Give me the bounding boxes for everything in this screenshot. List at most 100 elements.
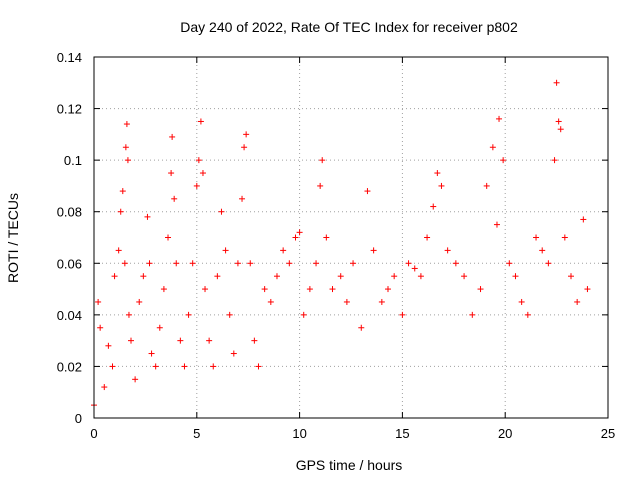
data-point — [405, 260, 412, 267]
data-point — [323, 234, 330, 241]
data-point — [489, 144, 496, 151]
data-point — [555, 118, 562, 125]
x-axis-label: GPS time / hours — [296, 457, 403, 473]
data-point — [551, 157, 558, 164]
data-point — [109, 363, 116, 370]
data-point — [105, 342, 112, 349]
data-point — [434, 170, 441, 177]
data-point — [177, 337, 184, 344]
data-point — [280, 247, 287, 254]
data-point — [506, 260, 513, 267]
data-point — [101, 384, 108, 391]
data-point — [122, 144, 129, 151]
data-point — [210, 363, 217, 370]
data-point — [125, 311, 132, 318]
data-point — [165, 234, 172, 241]
y-tick-label: 0.14 — [57, 50, 82, 65]
data-point — [146, 260, 153, 267]
data-point — [539, 247, 546, 254]
data-point — [512, 273, 519, 280]
data-point — [132, 376, 139, 383]
data-point — [144, 213, 151, 220]
x-tick-label: 20 — [498, 426, 512, 441]
data-point — [545, 260, 552, 267]
data-point — [292, 234, 299, 241]
data-point — [255, 363, 262, 370]
data-point — [189, 260, 196, 267]
data-point — [156, 324, 163, 331]
data-point — [574, 298, 581, 305]
data-point — [128, 337, 135, 344]
data-point — [399, 311, 406, 318]
data-point — [584, 286, 591, 293]
data-point — [313, 260, 320, 267]
data-point — [148, 350, 155, 357]
data-point — [206, 337, 213, 344]
data-point — [385, 286, 392, 293]
data-point — [364, 188, 371, 195]
data-point — [378, 298, 385, 305]
x-tick-label: 15 — [395, 426, 409, 441]
data-point — [261, 286, 268, 293]
data-point — [111, 273, 118, 280]
data-point — [444, 247, 451, 254]
data-point — [317, 182, 324, 189]
data-point — [95, 298, 102, 305]
data-point — [121, 260, 128, 267]
x-tick-label: 0 — [90, 426, 97, 441]
data-point — [214, 273, 221, 280]
data-point — [234, 260, 241, 267]
data-point — [496, 115, 503, 122]
data-point — [202, 286, 209, 293]
data-point — [483, 182, 490, 189]
data-point — [251, 337, 258, 344]
y-tick-label: 0.06 — [57, 256, 82, 271]
data-point — [300, 311, 307, 318]
data-point — [306, 286, 313, 293]
data-point — [169, 133, 176, 140]
data-point — [160, 286, 167, 293]
y-tick-label: 0 — [75, 411, 82, 426]
data-point — [115, 247, 122, 254]
data-point — [197, 118, 204, 125]
data-point — [181, 363, 188, 370]
data-point — [557, 126, 564, 133]
chart-title: Day 240 of 2022, Rate Of TEC Index for r… — [180, 19, 518, 35]
data-point — [424, 234, 431, 241]
data-point — [561, 234, 568, 241]
y-tick-label: 0.02 — [57, 359, 82, 374]
data-point — [267, 298, 274, 305]
axes: 0 5 10 15 20 25 0 0.02 0.04 0.06 0.08 0.1 0.12 0.14 — [57, 50, 616, 441]
data-point — [239, 195, 246, 202]
y-tick-label: 0.08 — [57, 205, 82, 220]
data-point — [218, 208, 225, 215]
x-tick-label: 10 — [292, 426, 306, 441]
data-point — [140, 273, 147, 280]
data-point — [500, 157, 507, 164]
data-point — [193, 182, 200, 189]
data-point — [319, 157, 326, 164]
data-point — [337, 273, 344, 280]
data-point — [452, 260, 459, 267]
data-point — [273, 273, 280, 280]
data-point — [247, 260, 254, 267]
data-point — [241, 144, 248, 151]
data-point — [518, 298, 525, 305]
data-point — [567, 273, 574, 280]
data-point — [553, 79, 560, 86]
data-point — [123, 121, 130, 128]
data-point — [195, 157, 202, 164]
data-point — [185, 311, 192, 318]
data-point — [119, 188, 126, 195]
data-point — [329, 286, 336, 293]
data-point — [124, 157, 131, 164]
data-point — [168, 170, 175, 177]
data-point — [411, 265, 418, 272]
grid-lines — [94, 57, 608, 418]
data-point — [97, 324, 104, 331]
data-point — [580, 216, 587, 223]
data-point — [370, 247, 377, 254]
data-point — [173, 260, 180, 267]
